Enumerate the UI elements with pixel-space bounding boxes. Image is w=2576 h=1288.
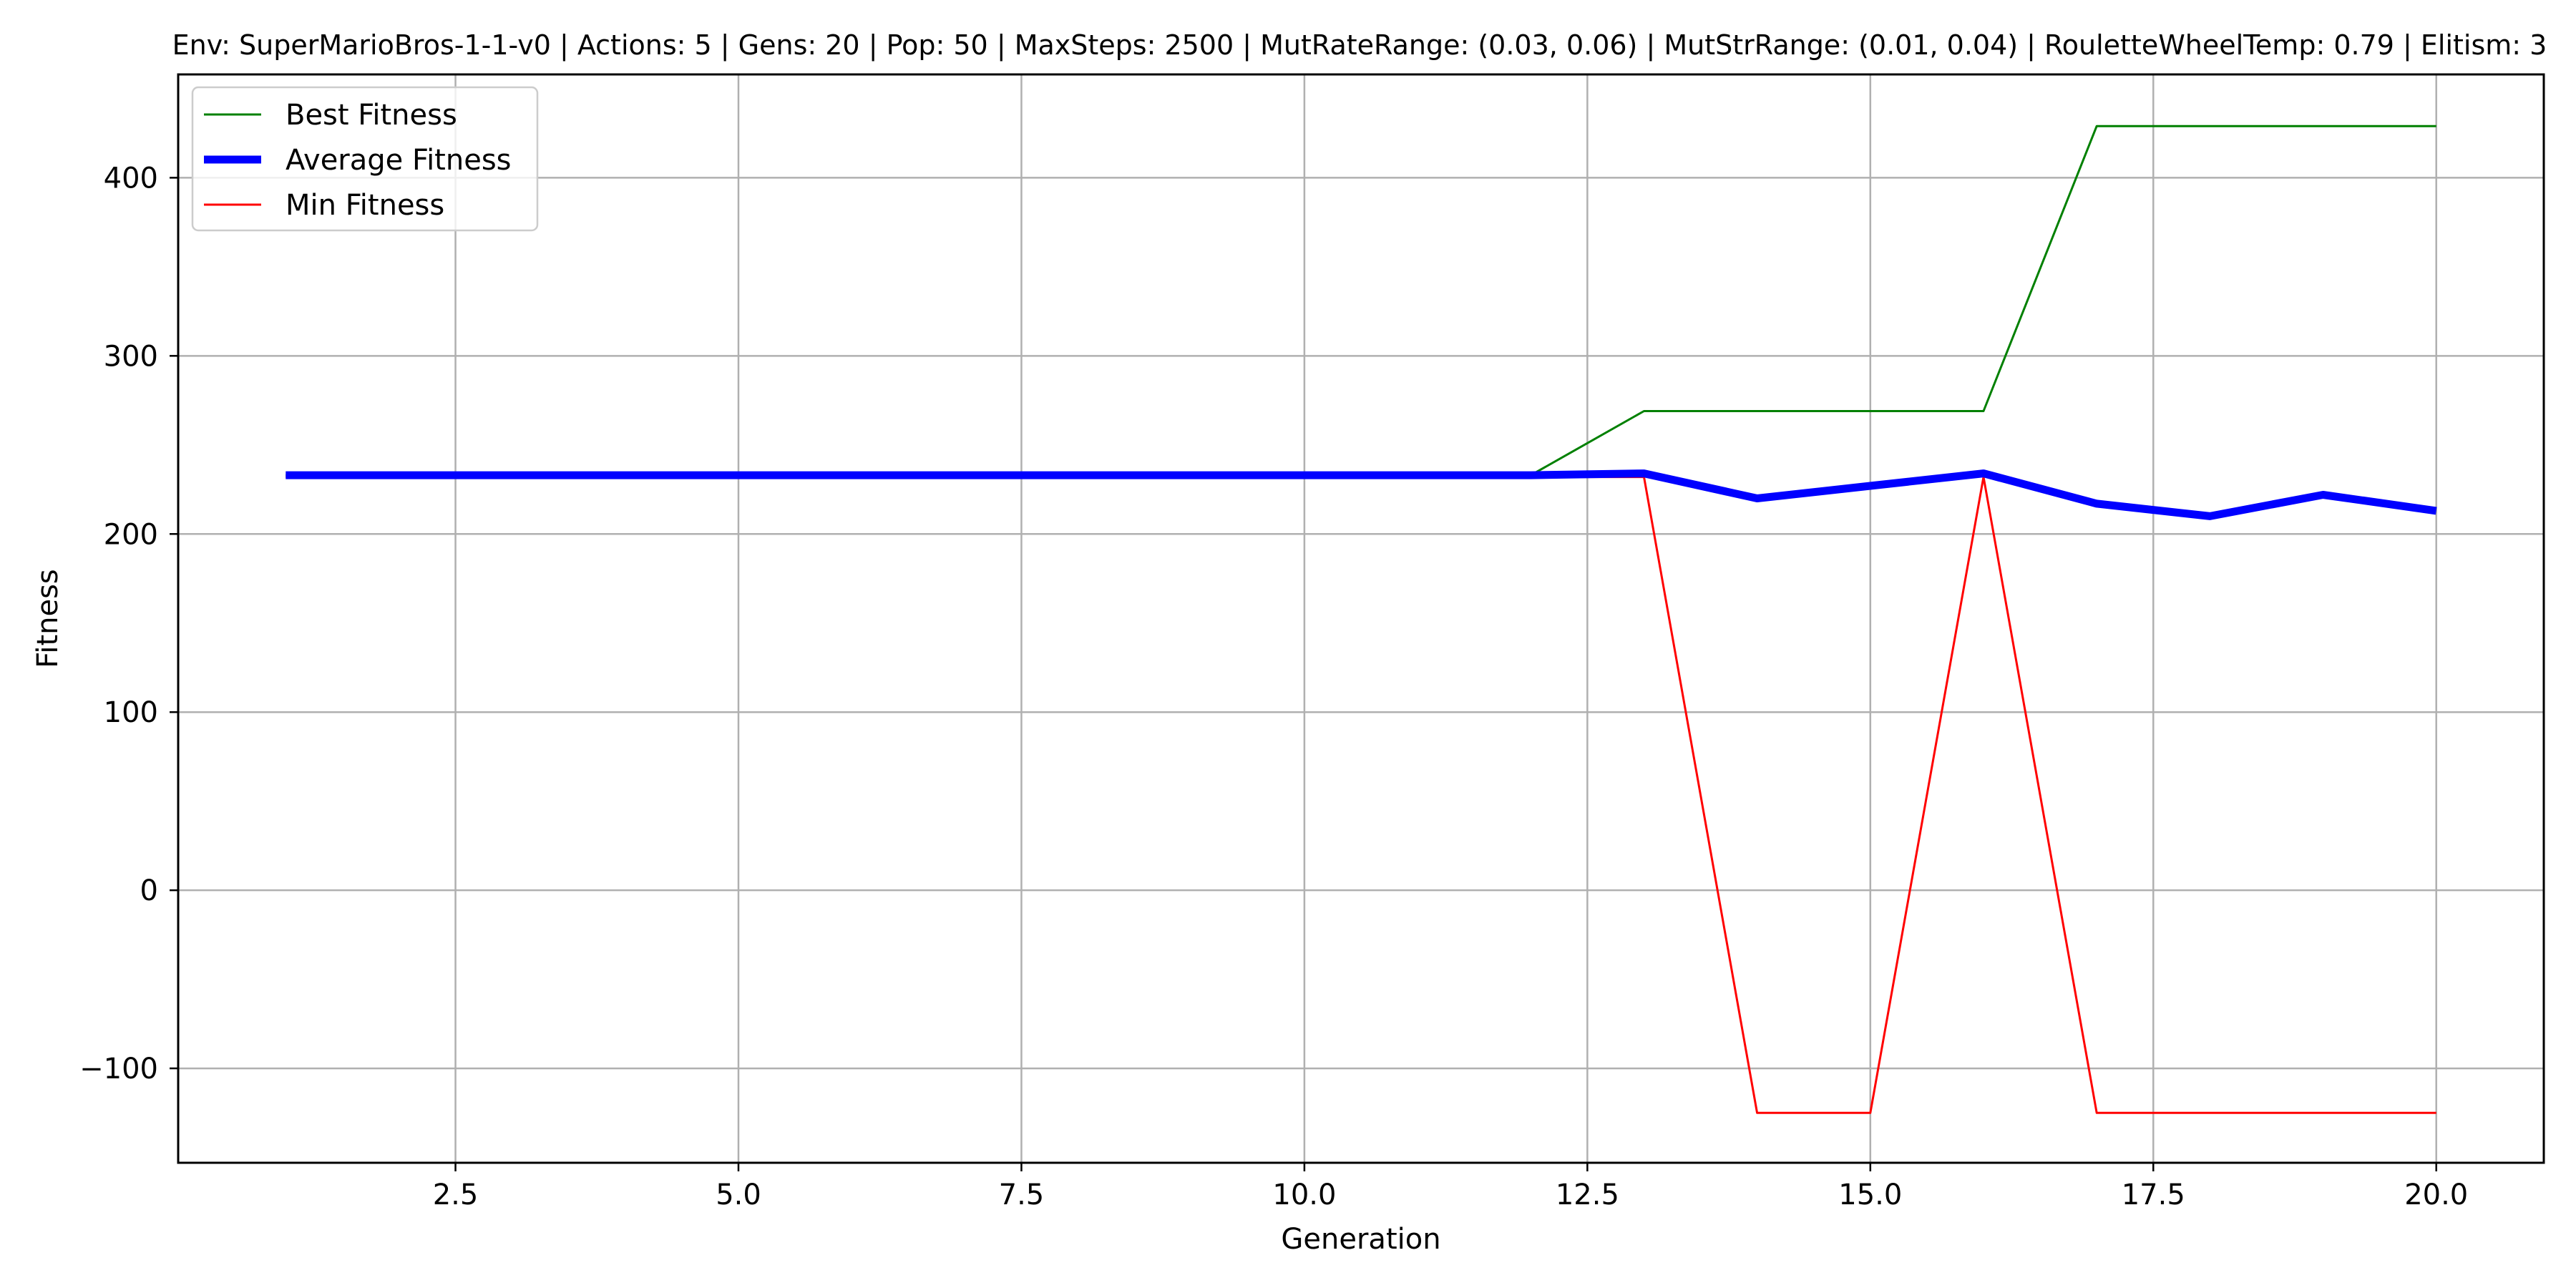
y-tick-label-0: −100 (79, 1053, 158, 1085)
y-tick-label-2: 100 (104, 696, 158, 729)
y-tick-label-1: 0 (140, 874, 158, 907)
x-tick-label-2: 7.5 (999, 1179, 1045, 1211)
y-tick-label-5: 400 (104, 162, 158, 195)
plot-frame (177, 73, 2545, 1164)
x-tick-label-1: 5.0 (716, 1179, 761, 1211)
x-tick-label-4: 12.5 (1556, 1179, 1619, 1211)
legend-box (191, 86, 539, 232)
series-line-average-fitness (286, 469, 2437, 520)
y-axis-label: Fitness (31, 569, 64, 668)
grid (178, 74, 2544, 1163)
x-tick-label-7: 20.0 (2404, 1179, 2468, 1211)
x-tick-label-6: 17.5 (2122, 1179, 2185, 1211)
legend-label-0: Best Fitness (286, 99, 457, 132)
y-tick-label-4: 300 (104, 340, 158, 373)
chart-title: Env: SuperMarioBros-1-1-v0 | Actions: 5 … (172, 29, 2547, 62)
x-tick-label-3: 10.0 (1272, 1179, 1336, 1211)
x-axis-label: Generation (1281, 1223, 1440, 1256)
legend-label-1: Average Fitness (286, 144, 512, 177)
legend: Best Fitness Average Fitness Min Fitness (191, 86, 539, 232)
series-lines (286, 125, 2437, 1114)
x-tick-label-5: 15.0 (1838, 1179, 1902, 1211)
x-tick-label-0: 2.5 (433, 1179, 479, 1211)
y-tick-label-3: 200 (104, 518, 158, 551)
legend-label-2: Min Fitness (286, 189, 444, 222)
axis-ticks: 2.5 5.0 7.5 10.0 12.5 15.0 17.5 20.0 −100 0 100 200… (79, 162, 2468, 1211)
